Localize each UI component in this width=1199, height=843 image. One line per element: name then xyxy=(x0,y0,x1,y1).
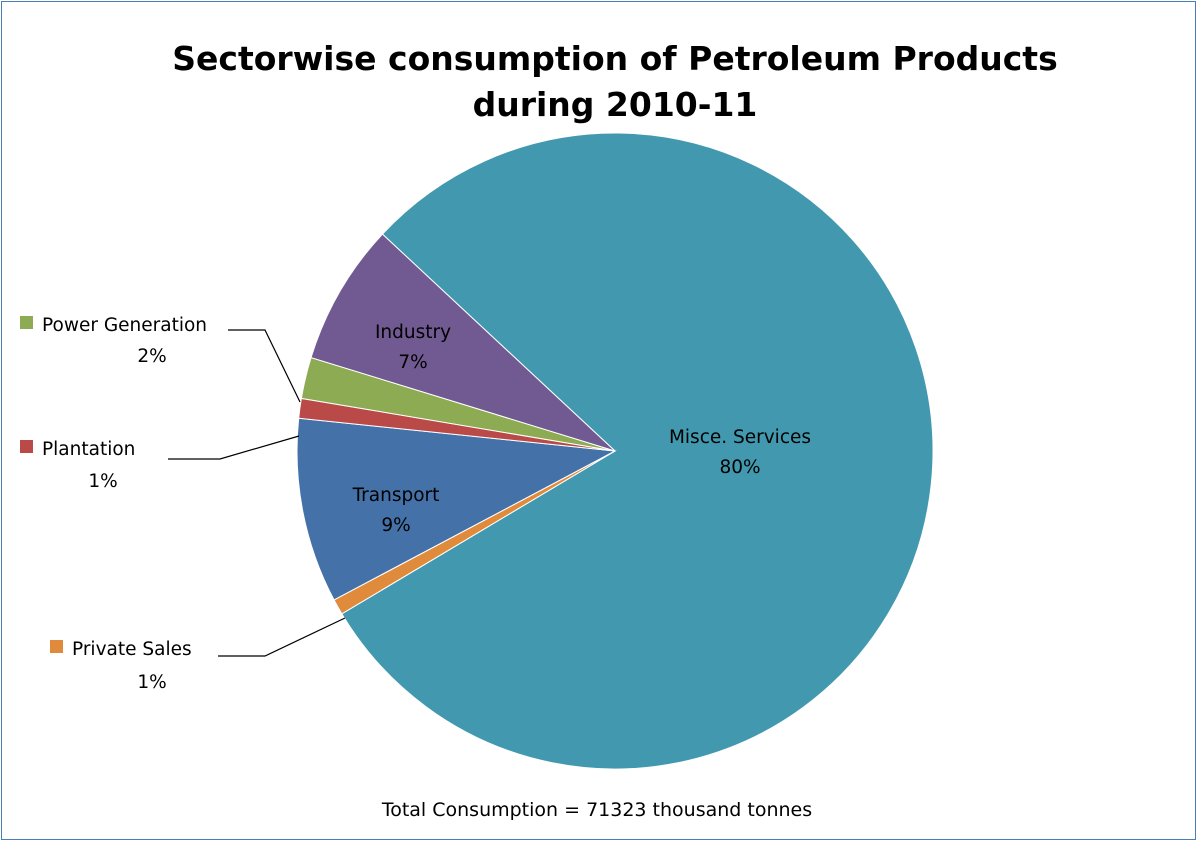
pie-slice-misce-services xyxy=(341,132,934,770)
leader-lines xyxy=(168,329,346,657)
slice-label-transport: Transport xyxy=(352,485,440,506)
slice-percent-private-sales: 1% xyxy=(137,672,166,693)
chart-title-line-2: during 2010-11 xyxy=(473,85,758,124)
slice-percent-power-generation: 2% xyxy=(137,346,166,367)
slice-percent-misce-services: 80% xyxy=(719,457,760,478)
slice-percent-transport: 9% xyxy=(381,515,410,536)
legend-swatch-private-sales xyxy=(50,640,63,653)
pie-slices xyxy=(296,132,934,770)
slice-labels: Misce. Services 80% Private Sales 1% Transpo… xyxy=(20,315,811,693)
leader-line-plantation xyxy=(168,435,300,460)
total-consumption-note: Total Consumption = 71323 thousand tonne… xyxy=(381,799,812,821)
leader-line-power-generation xyxy=(228,329,301,403)
slice-label-private-sales: Private Sales xyxy=(72,639,192,660)
chart-title-line-1: Sectorwise consumption of Petroleum Prod… xyxy=(172,39,1057,78)
slice-label-power-generation: Power Generation xyxy=(42,315,207,336)
slice-label-industry: Industry xyxy=(375,322,451,343)
slice-percent-industry: 7% xyxy=(398,352,427,373)
slice-label-misce-services: Misce. Services xyxy=(669,427,811,448)
pie-slice-industry xyxy=(310,233,616,452)
pie-slice-transport xyxy=(296,417,617,601)
leader-line-private-sales xyxy=(218,617,346,657)
slice-label-plantation: Plantation xyxy=(42,439,135,460)
legend-swatch-plantation xyxy=(20,440,33,453)
slice-percent-plantation: 1% xyxy=(88,471,117,492)
legend-swatch-power-generation xyxy=(20,316,33,329)
